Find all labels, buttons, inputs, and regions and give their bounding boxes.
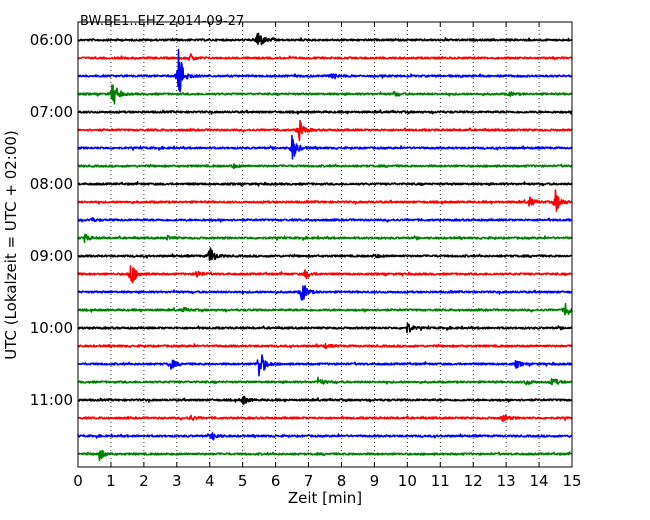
plot-frame xyxy=(77,21,573,468)
x-tick-label: 3 xyxy=(172,472,182,490)
x-tick-label: 1 xyxy=(106,472,116,490)
seismogram-trace xyxy=(77,32,573,46)
y-tick-label: 10:00 xyxy=(30,319,73,337)
y-tick-label: 09:00 xyxy=(30,247,73,265)
x-tick-label: 0 xyxy=(73,472,83,490)
seismogram-trace xyxy=(77,432,573,441)
x-tick-label: 7 xyxy=(304,472,314,490)
x-tick-label: 8 xyxy=(337,472,347,490)
seismogram-trace xyxy=(77,217,573,223)
seismogram-trace xyxy=(77,53,573,61)
seismogram-trace xyxy=(77,84,573,105)
x-axis-label: Zeit [min] xyxy=(288,489,362,507)
seismogram-trace xyxy=(77,233,573,244)
seismogram-traces xyxy=(77,32,573,462)
y-tick-label: 06:00 xyxy=(30,31,73,49)
x-tick-label: 5 xyxy=(238,472,248,490)
seismogram-trace xyxy=(77,449,573,462)
seismogram-trace xyxy=(77,322,573,334)
x-tick-label: 9 xyxy=(370,472,380,490)
seismogram-trace xyxy=(77,302,573,316)
x-tick-label: 10 xyxy=(398,472,417,490)
x-tick-label: 14 xyxy=(530,472,549,490)
axis-ticks: 0 1 2 3 4 5 6 7 8 9 10 11 12 13 14 1506:0007:0008:0009:… xyxy=(30,22,582,490)
x-tick-label: 12 xyxy=(464,472,483,490)
seismogram-trace xyxy=(77,119,573,142)
y-tick-label: 07:00 xyxy=(30,103,73,121)
seismogram-trace xyxy=(77,109,573,115)
seismogram-trace xyxy=(77,181,573,187)
y-tick-label: 08:00 xyxy=(30,175,73,193)
x-tick-label: 4 xyxy=(205,472,215,490)
x-tick-label: 13 xyxy=(497,472,516,490)
y-axis-label: UTC (Lokalzeit = UTC + 02:00) xyxy=(2,130,20,360)
x-tick-label: 6 xyxy=(271,472,281,490)
x-tick-label: 2 xyxy=(139,472,149,490)
seismogram-trace xyxy=(77,247,573,261)
seismogram-trace xyxy=(77,134,573,160)
seismogram-trace xyxy=(77,342,573,350)
seismogram-trace xyxy=(77,189,573,212)
seismogram-trace xyxy=(77,395,573,405)
seismogram-trace xyxy=(77,414,573,423)
chart-title: BW.BE1..EHZ 2014-09-27 xyxy=(80,14,244,29)
seismogram-trace xyxy=(77,284,573,301)
seismogram-trace xyxy=(77,265,573,284)
seismogram-trace xyxy=(77,376,573,386)
seismogram-trace xyxy=(77,354,573,377)
x-tick-label: 15 xyxy=(562,472,581,490)
seismogram-trace xyxy=(77,163,573,169)
x-tick-label: 11 xyxy=(431,472,450,490)
y-tick-label: 11:00 xyxy=(30,391,73,409)
seismogram-trace xyxy=(77,48,573,93)
